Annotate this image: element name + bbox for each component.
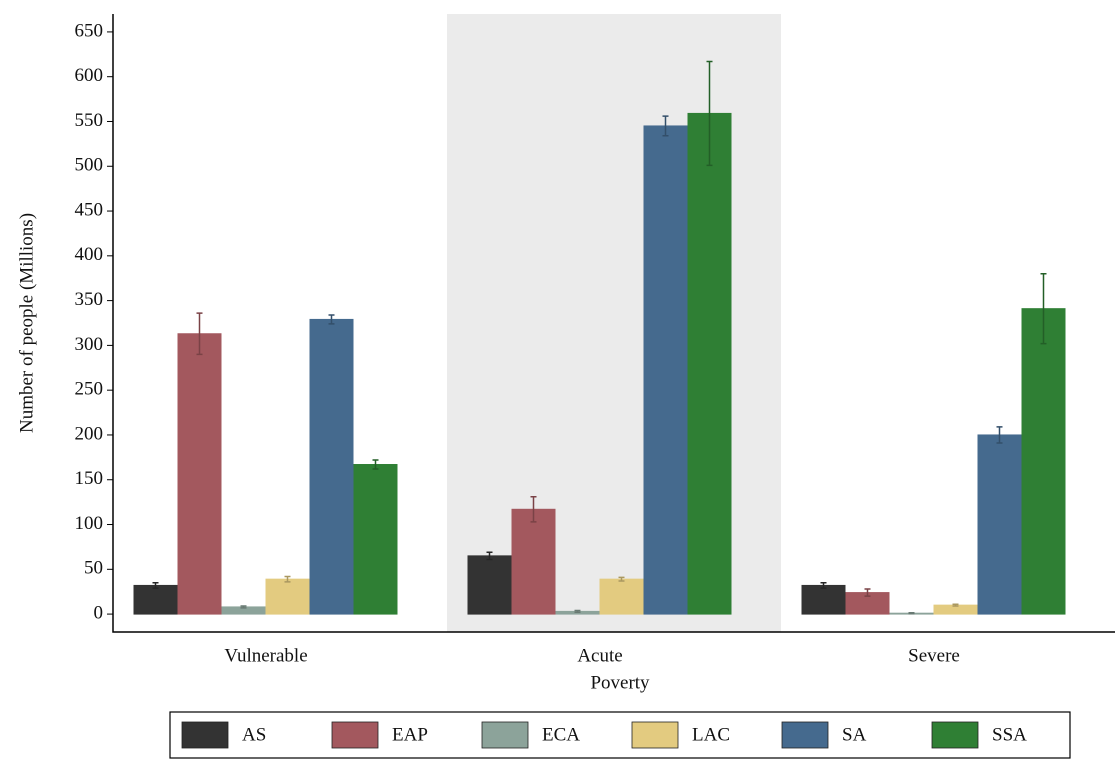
legend-label: LAC (692, 724, 730, 745)
bar (511, 508, 556, 615)
error-bar (284, 575, 291, 583)
legend-label: EAP (392, 724, 428, 745)
error-bar (152, 581, 159, 589)
bar (687, 112, 732, 615)
error-bar (908, 611, 915, 615)
error-bar (196, 312, 203, 356)
bar (643, 125, 688, 615)
error-bar (328, 314, 335, 325)
y-tick-label: 300 (75, 334, 104, 355)
legend-label: SSA (992, 724, 1027, 745)
legend-swatch (781, 721, 829, 749)
legend-swatch (331, 721, 379, 749)
bar (467, 555, 512, 615)
y-tick-label: 650 (75, 20, 104, 41)
bar (133, 584, 178, 615)
error-bar (820, 581, 827, 589)
x-axis-label: Poverty (590, 672, 650, 693)
error-bar (574, 609, 581, 614)
y-tick-label: 400 (75, 244, 104, 265)
y-tick-label: 550 (75, 110, 104, 131)
bar (177, 333, 222, 615)
bar (801, 584, 846, 615)
legend-label: AS (242, 724, 266, 745)
y-tick-label: 500 (75, 155, 104, 176)
error-bar (864, 588, 871, 597)
error-bar (996, 426, 1003, 444)
error-bar (240, 605, 247, 609)
y-tick-label: 250 (75, 379, 104, 400)
error-bar (486, 551, 493, 561)
bar (265, 578, 310, 615)
legend-swatch (181, 721, 229, 749)
legend-label: SA (842, 724, 867, 745)
y-tick-label: 150 (75, 468, 104, 489)
y-axis-label: Number of people (Millions) (16, 213, 37, 433)
x-tick-label: Severe (908, 645, 960, 666)
error-bar (952, 603, 959, 607)
legend-swatch (931, 721, 979, 749)
y-tick-label: 0 (94, 602, 104, 623)
error-bar (618, 576, 625, 582)
bar (599, 578, 644, 615)
y-tick-label: 600 (75, 65, 104, 86)
y-tick-label: 350 (75, 289, 104, 310)
axes (112, 14, 1115, 633)
bar (309, 318, 354, 615)
legend-box (169, 711, 1071, 759)
error-bar (662, 115, 669, 137)
y-tick-label: 100 (75, 513, 104, 534)
error-bar (1040, 272, 1047, 345)
error-bar (372, 459, 379, 470)
y-tick-label: 450 (75, 199, 104, 220)
legend-swatch (631, 721, 679, 749)
legend-label: ECA (542, 724, 580, 745)
y-tick-label: 200 (75, 423, 104, 444)
error-bar (706, 60, 713, 167)
x-tick-label: Vulnerable (224, 645, 307, 666)
legend-swatch (481, 721, 529, 749)
bar (1021, 308, 1066, 615)
error-bar (530, 496, 537, 523)
bar (353, 464, 398, 615)
y-tick-label: 50 (84, 558, 103, 579)
bar (977, 434, 1022, 615)
x-tick-label: Acute (577, 645, 622, 666)
